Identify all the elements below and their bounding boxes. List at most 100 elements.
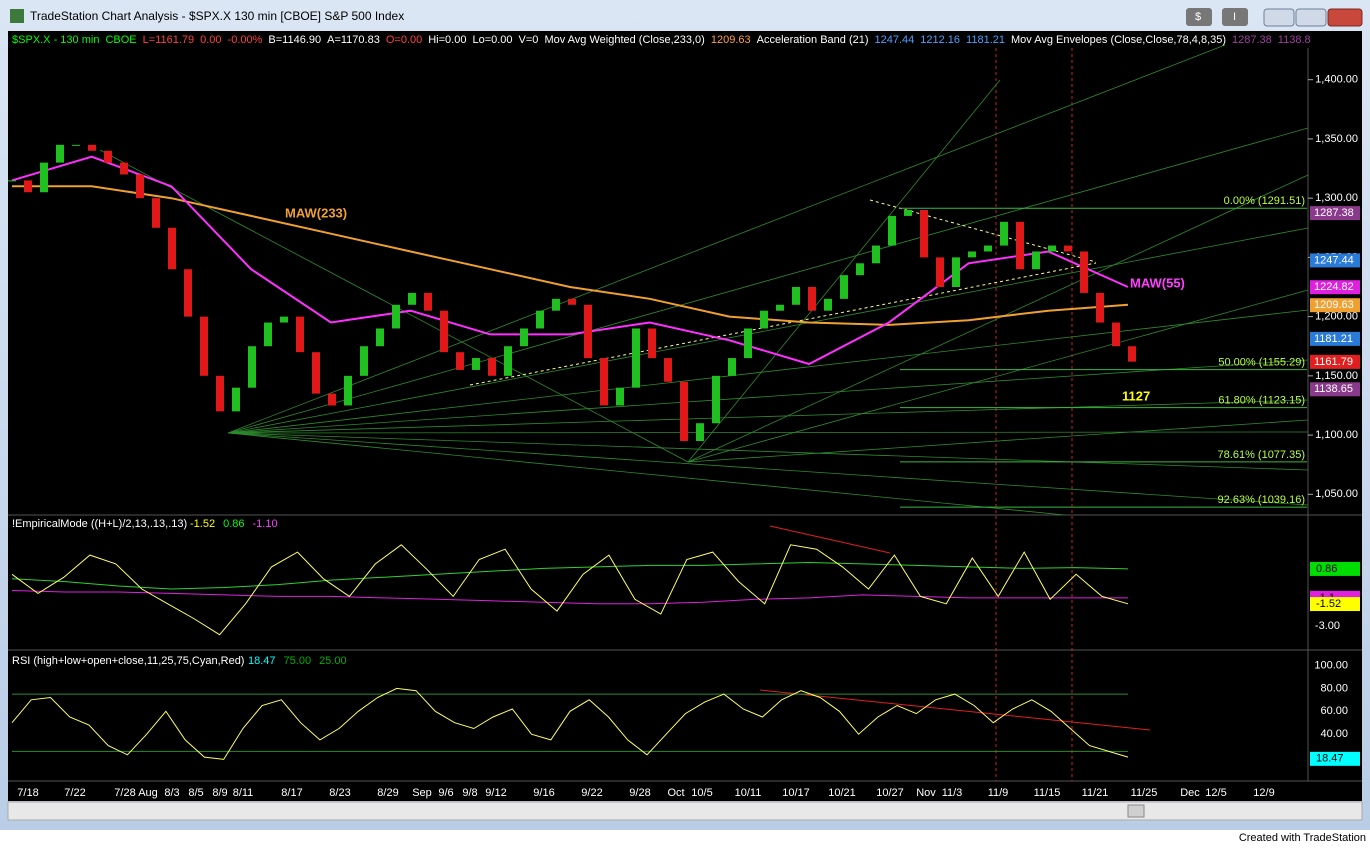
- price-bar: [648, 328, 656, 359]
- dollar-button-label[interactable]: $: [1195, 11, 1201, 23]
- info-button-label[interactable]: I: [1233, 11, 1236, 23]
- price-bar: [824, 298, 832, 311]
- price-marker: [1310, 331, 1360, 346]
- price-marker: [1310, 280, 1360, 295]
- legend-item: A=1170.83: [327, 34, 380, 46]
- fan-line: [227, 432, 1066, 516]
- info-button[interactable]: [1222, 8, 1248, 26]
- dollar-button[interactable]: [1186, 8, 1212, 26]
- x-tick-label: 7/28: [114, 787, 135, 799]
- y-tick-label: -3.00: [1315, 620, 1340, 632]
- app-icon: [10, 9, 24, 23]
- fib-label: 92.63% (1039.16): [1218, 494, 1305, 506]
- x-tick-label: 8/3: [164, 787, 179, 799]
- x-tick-label: 8/9: [212, 787, 227, 799]
- x-tick-label: 12/9: [1253, 787, 1274, 799]
- x-tick-label: 10/17: [782, 787, 810, 799]
- y-tick-label: 1,200.00: [1315, 311, 1358, 323]
- x-tick-label: 7/18: [17, 787, 38, 799]
- x-tick-label: 8/11: [233, 787, 254, 799]
- x-tick-label: 9/22: [581, 787, 602, 799]
- y-tick-label: 1,100.00: [1315, 429, 1358, 441]
- rsi-marker: [1310, 751, 1360, 766]
- annotation: 1127: [1122, 388, 1150, 403]
- legend-item: $SPX.X - 130 min: [12, 34, 99, 46]
- fan-line: [227, 227, 1309, 434]
- rsi-marker-label: 18.47: [1316, 753, 1344, 765]
- price-bar: [552, 298, 560, 311]
- fib-label: 61.80% (1123.15): [1218, 395, 1305, 407]
- y-tick-label: 1,300.00: [1315, 192, 1358, 204]
- price-bar: [840, 275, 848, 299]
- close-button[interactable]: [1327, 8, 1363, 27]
- legend-item: 1212.16: [920, 34, 960, 46]
- panel-reading: 75.00: [284, 655, 312, 667]
- price-bar: [8, 180, 16, 182]
- emd-marker-label: 0.86: [1316, 563, 1337, 575]
- emd-neg-line: [11, 590, 1128, 605]
- trend-line: [759, 689, 1151, 731]
- scroll-thumb[interactable]: [1127, 804, 1145, 818]
- price-bar: [1128, 346, 1136, 362]
- x-tick-label: Sep: [412, 787, 432, 799]
- y-tick-label: 1,050.00: [1315, 488, 1358, 500]
- price-bar: [1032, 251, 1040, 270]
- x-tick-label: 9/28: [629, 787, 650, 799]
- price-bar: [888, 215, 896, 246]
- legend-item: L=1161.79: [143, 34, 195, 46]
- fan-line: [687, 79, 1001, 463]
- scrollbar[interactable]: [7, 801, 1363, 821]
- legend-item: Lo=0.00: [472, 34, 512, 46]
- footer: Created with TradeStation: [1239, 832, 1366, 844]
- fib-label: 50.00% (1155.29): [1218, 356, 1305, 368]
- fib-label: 78.61% (1077.35): [1218, 449, 1305, 461]
- minimize-button[interactable]: [1263, 8, 1295, 27]
- price-bar: [184, 269, 192, 317]
- price-bar: [968, 251, 976, 258]
- price-bar: [808, 287, 816, 311]
- x-tick-label: 11/3: [942, 787, 963, 799]
- emd-marker: [1310, 561, 1360, 576]
- fan-line: [227, 44, 1226, 434]
- price-bar: [520, 328, 528, 347]
- x-tick-label: 8/23: [329, 787, 350, 799]
- y-tick-label: 1,400.00: [1315, 74, 1358, 86]
- price-bar: [40, 162, 48, 193]
- legend-item: 0.00: [200, 34, 221, 46]
- price-bar: [1048, 245, 1056, 252]
- x-tick-label: 10/21: [828, 787, 856, 799]
- price-bar: [360, 346, 368, 376]
- price-bar: [952, 257, 960, 287]
- price-bar: [504, 346, 512, 376]
- x-tick-label: Nov: [916, 787, 936, 799]
- trend-line: [769, 525, 891, 554]
- price-bar: [696, 423, 704, 441]
- price-bar: [424, 292, 432, 311]
- price-bar: [680, 381, 688, 441]
- x-tick-label: Aug: [138, 787, 158, 799]
- x-tick-label: 10/11: [735, 787, 762, 799]
- price-bar: [24, 180, 32, 193]
- price-marker-label: 1247.44: [1314, 254, 1354, 266]
- price-bar: [616, 387, 624, 406]
- panel-reading: 18.47: [248, 655, 276, 667]
- x-tick-label: 7/22: [64, 787, 85, 799]
- x-tick-label: 8/29: [377, 787, 398, 799]
- maximize-button[interactable]: [1295, 8, 1327, 27]
- price-marker-label: 1287.38: [1314, 207, 1354, 219]
- price-bar: [136, 174, 144, 199]
- price-marker-label: 1209.63: [1314, 299, 1354, 311]
- legend-item: Acceleration Band (21): [757, 34, 869, 46]
- price-marker-label: 1161.79: [1314, 356, 1353, 368]
- price-bar: [120, 162, 128, 175]
- x-tick-label: 11/15: [1034, 787, 1061, 799]
- price-bar: [984, 245, 992, 252]
- price-marker: [1310, 206, 1360, 221]
- x-tick-label: 9/16: [533, 787, 554, 799]
- legend-item: -0.00%: [228, 34, 263, 46]
- legend-item: O=0.00: [386, 34, 422, 46]
- price-bar: [488, 358, 496, 376]
- price-bar: [200, 316, 208, 376]
- price-bar: [1064, 245, 1072, 252]
